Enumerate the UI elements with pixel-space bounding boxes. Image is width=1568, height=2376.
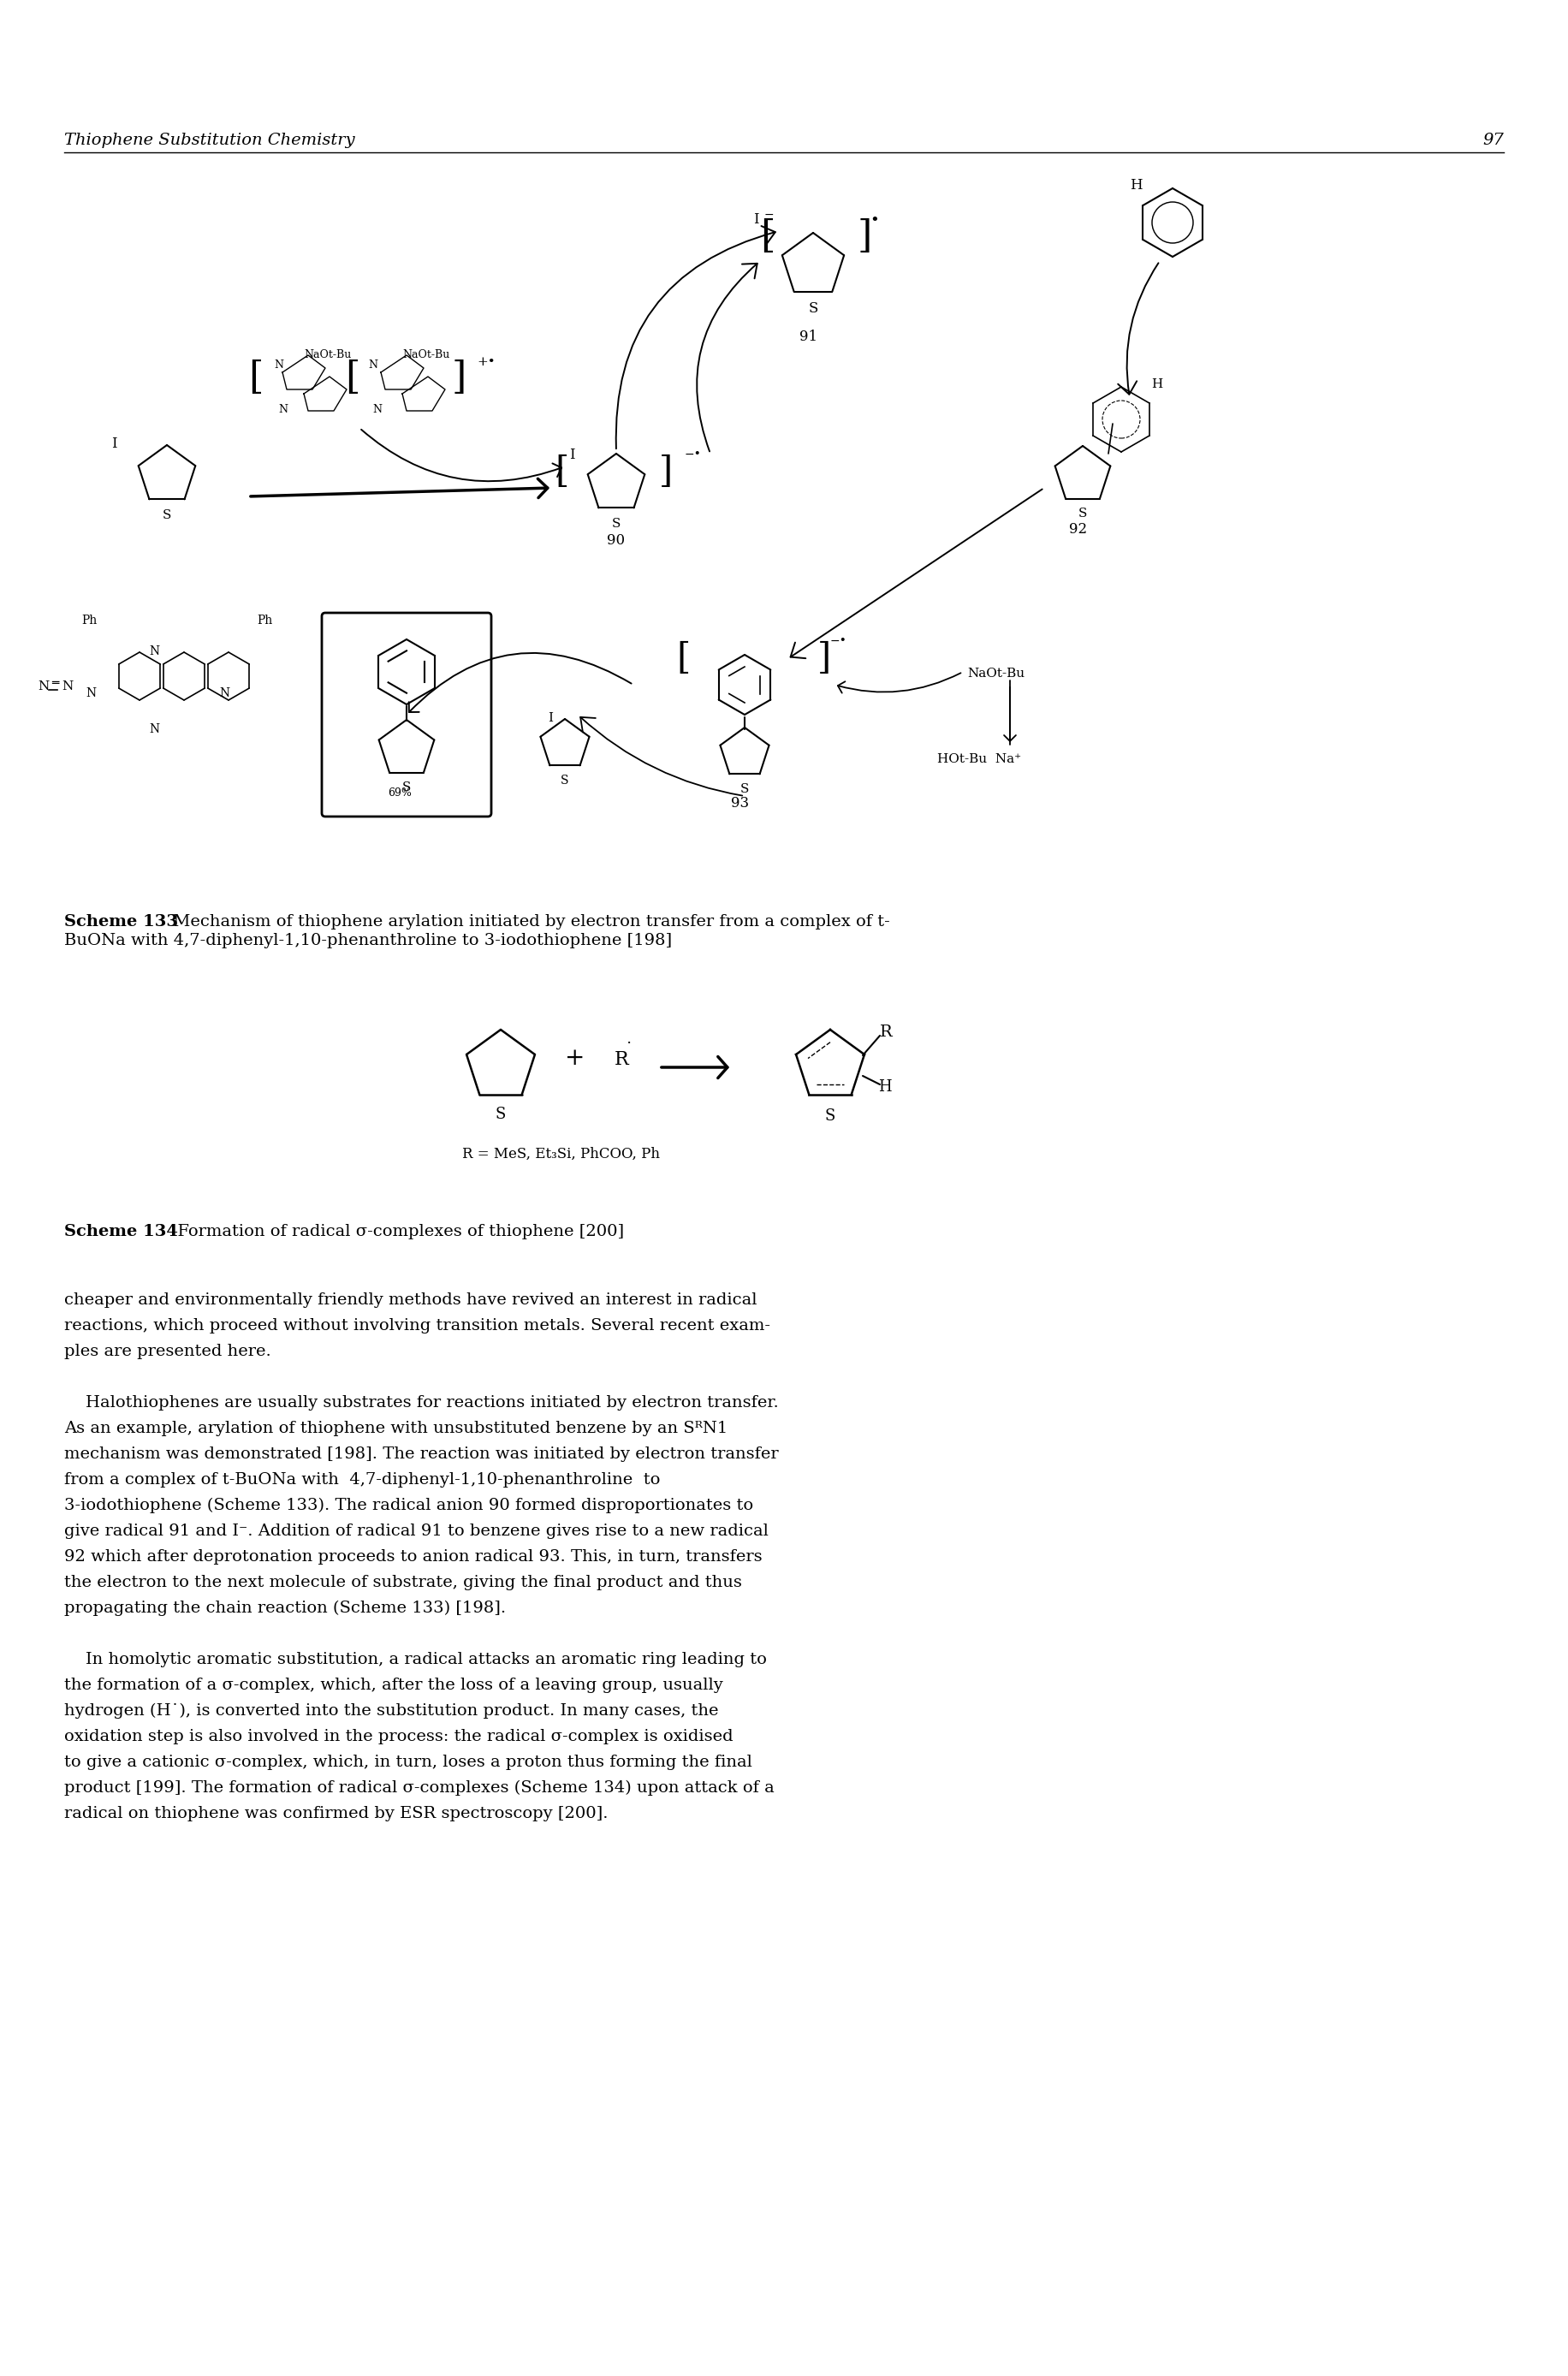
- Text: N: N: [278, 404, 287, 416]
- Text: BuONa with 4,7-diphenyl-1,10-phenanthroline to 3-iodothiophene [198]: BuONa with 4,7-diphenyl-1,10-phenanthrol…: [64, 934, 673, 948]
- Text: N: N: [372, 404, 381, 416]
- Text: 97: 97: [1483, 133, 1504, 147]
- Text: [: [: [248, 359, 263, 397]
- Text: S: S: [1079, 508, 1087, 520]
- Text: H: H: [1151, 378, 1162, 390]
- Text: Ph: Ph: [82, 615, 97, 627]
- Text: I: I: [569, 447, 575, 463]
- Text: H: H: [1131, 178, 1143, 192]
- Text: −•: −•: [829, 634, 847, 646]
- Text: Thiophene Substitution Chemistry: Thiophene Substitution Chemistry: [64, 133, 354, 147]
- Text: R: R: [615, 1050, 629, 1069]
- Text: S: S: [495, 1107, 506, 1121]
- Text: −: −: [764, 209, 775, 221]
- Text: Scheme 134: Scheme 134: [64, 1224, 177, 1240]
- Text: S: S: [825, 1107, 836, 1124]
- Text: I: I: [111, 437, 118, 451]
- Text: Scheme 133: Scheme 133: [64, 915, 179, 929]
- Text: S: S: [612, 518, 621, 530]
- Text: 93: 93: [731, 796, 750, 810]
- Text: 92 which after deprotonation proceeds to anion radical 93. This, in turn, transf: 92 which after deprotonation proceeds to…: [64, 1549, 762, 1566]
- Text: •: •: [870, 214, 878, 228]
- Text: the electron to the next molecule of substrate, giving the final product and thu: the electron to the next molecule of sub…: [64, 1575, 742, 1590]
- Text: Halothiophenes are usually substrates for reactions initiated by electron transf: Halothiophenes are usually substrates fo…: [64, 1395, 779, 1411]
- Text: N: N: [86, 687, 96, 699]
- Text: +: +: [564, 1048, 585, 1069]
- Text: radical on thiophene was confirmed by ESR spectroscopy [200].: radical on thiophene was confirmed by ES…: [64, 1806, 608, 1822]
- Text: S: S: [401, 782, 411, 794]
- Text: ]: ]: [817, 639, 831, 677]
- Text: S: S: [163, 508, 171, 520]
- Text: 90: 90: [607, 532, 626, 549]
- Text: give radical 91 and I⁻. Addition of radical 91 to benzene gives rise to a new ra: give radical 91 and I⁻. Addition of radi…: [64, 1523, 768, 1540]
- Text: N: N: [61, 680, 74, 691]
- Text: 92: 92: [1069, 523, 1088, 537]
- Text: 3-iodothiophene (Scheme 133). The radical anion 90 formed disproportionates to: 3-iodothiophene (Scheme 133). The radica…: [64, 1497, 753, 1514]
- Text: HOt-Bu  Na⁺: HOt-Bu Na⁺: [938, 753, 1021, 765]
- Text: [: [: [760, 219, 775, 254]
- Text: ]: ]: [858, 219, 872, 254]
- Text: N: N: [149, 722, 160, 734]
- Text: N: N: [38, 680, 49, 691]
- Text: hydrogen (H˙), is converted into the substitution product. In many cases, the: hydrogen (H˙), is converted into the sub…: [64, 1704, 718, 1718]
- Text: Ph: Ph: [257, 615, 273, 627]
- Text: ═: ═: [52, 677, 58, 689]
- Text: 91: 91: [800, 330, 818, 345]
- Text: [: [: [345, 359, 359, 397]
- Text: product [199]. The formation of radical σ-complexes (Scheme 134) upon attack of : product [199]. The formation of radical …: [64, 1780, 775, 1796]
- Text: As an example, arylation of thiophene with unsubstituted benzene by an SᴿN1: As an example, arylation of thiophene wi…: [64, 1421, 728, 1435]
- Text: +•: +•: [477, 356, 495, 368]
- Text: S: S: [561, 775, 569, 786]
- Text: R = MeS, Et₃Si, PhCOO, Ph: R = MeS, Et₃Si, PhCOO, Ph: [463, 1148, 660, 1162]
- Text: S: S: [740, 784, 750, 796]
- Text: NaOt-Bu: NaOt-Bu: [403, 349, 450, 361]
- Text: In homolytic aromatic substitution, a radical attacks an aromatic ring leading t: In homolytic aromatic substitution, a ra…: [64, 1651, 767, 1668]
- Text: Formation of radical σ-complexes of thiophene [200]: Formation of radical σ-complexes of thio…: [166, 1224, 624, 1240]
- Text: ]: ]: [659, 454, 673, 489]
- Text: N: N: [149, 646, 160, 658]
- Text: [: [: [555, 454, 569, 489]
- Text: 69%: 69%: [387, 786, 411, 798]
- Text: NaOt-Bu: NaOt-Bu: [304, 349, 351, 361]
- Text: from a complex of t-BuONa with  4,7-diphenyl-1,10-phenanthroline  to: from a complex of t-BuONa with 4,7-diphe…: [64, 1473, 660, 1487]
- Text: cheaper and environmentally friendly methods have revived an interest in radical: cheaper and environmentally friendly met…: [64, 1293, 757, 1307]
- Text: ]: ]: [452, 359, 467, 397]
- Text: H: H: [878, 1079, 892, 1095]
- Text: N: N: [274, 359, 284, 371]
- Text: I: I: [547, 713, 554, 725]
- Text: Mechanism of thiophene arylation initiated by electron transfer from a complex o: Mechanism of thiophene arylation initiat…: [163, 915, 891, 929]
- Text: to give a cationic σ-complex, which, in turn, loses a proton thus forming the fi: to give a cationic σ-complex, which, in …: [64, 1753, 753, 1770]
- Text: NaOt-Bu: NaOt-Bu: [967, 668, 1024, 680]
- Text: S: S: [808, 302, 818, 316]
- Text: N: N: [220, 687, 229, 699]
- Text: ples are presented here.: ples are presented here.: [64, 1345, 271, 1359]
- Text: N: N: [368, 359, 378, 371]
- Text: oxidation step is also involved in the process: the radical σ-complex is oxidise: oxidation step is also involved in the p…: [64, 1730, 734, 1744]
- Text: I: I: [753, 211, 759, 226]
- Text: −•: −•: [685, 449, 702, 461]
- Text: mechanism was demonstrated [198]. The reaction was initiated by electron transfe: mechanism was demonstrated [198]. The re…: [64, 1447, 779, 1461]
- Text: R: R: [880, 1024, 892, 1041]
- Text: the formation of a σ-complex, which, after the loss of a leaving group, usually: the formation of a σ-complex, which, aft…: [64, 1677, 723, 1694]
- Text: reactions, which proceed without involving transition metals. Several recent exa: reactions, which proceed without involvi…: [64, 1319, 770, 1333]
- Text: propagating the chain reaction (Scheme 133) [198].: propagating the chain reaction (Scheme 1…: [64, 1601, 506, 1616]
- Text: [: [: [676, 639, 690, 677]
